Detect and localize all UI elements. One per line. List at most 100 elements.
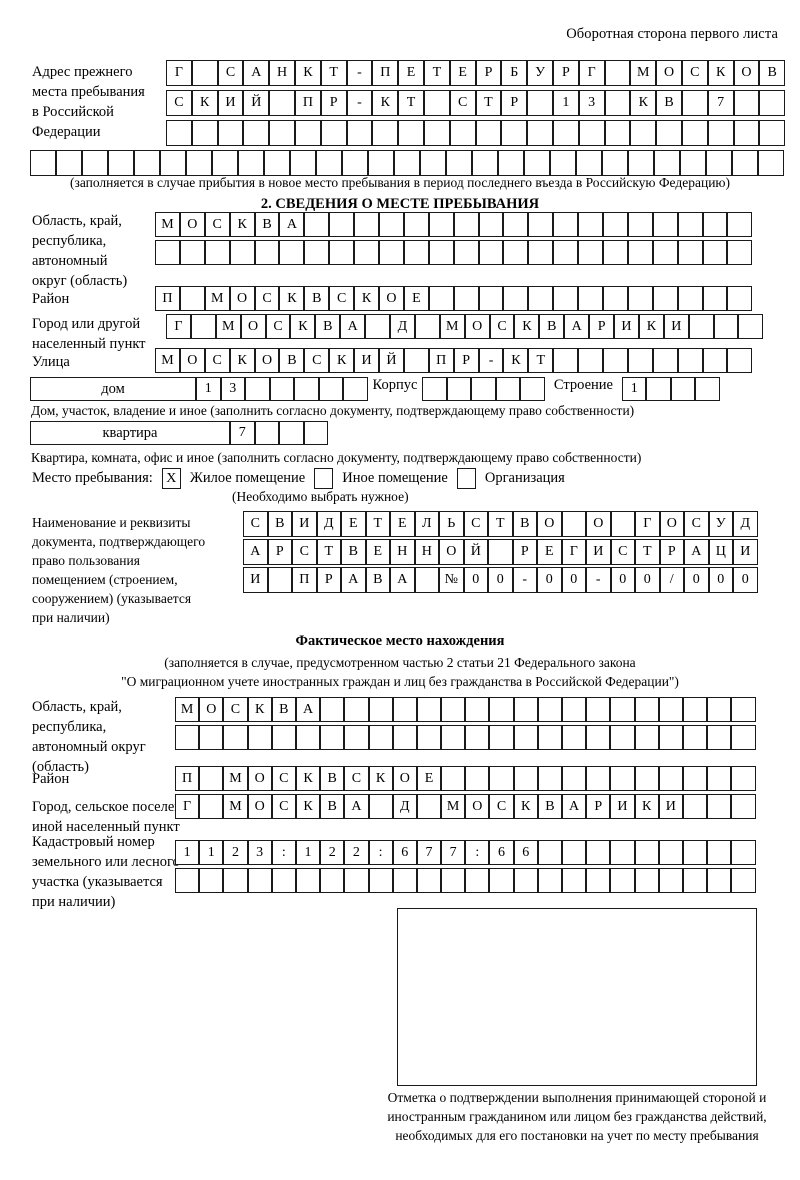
section3-district-cell[interactable]: С (344, 766, 369, 791)
previous-address-cell[interactable] (264, 150, 290, 176)
section3-district-cell[interactable] (731, 766, 756, 791)
section3-cadastral-cell[interactable] (465, 868, 490, 893)
document-details-cell[interactable]: Н (390, 539, 415, 565)
document-details-cell[interactable] (610, 511, 635, 537)
document-details-cell[interactable]: Т (488, 511, 513, 537)
section2-street-cell[interactable]: К (229, 348, 255, 373)
document-details-cell[interactable]: Л (414, 511, 439, 537)
stroenie-cell[interactable] (670, 377, 696, 401)
section3-region-cell[interactable]: А (295, 697, 321, 722)
section2-city-cell[interactable]: И (663, 314, 689, 339)
section2-district-cell[interactable]: К (279, 286, 305, 311)
document-details-cell[interactable]: Е (341, 511, 366, 537)
section3-region-cell[interactable] (199, 725, 224, 750)
document-details-cell[interactable] (414, 567, 439, 593)
document-details-cell[interactable]: А (390, 567, 415, 593)
section2-district-cell[interactable]: О (379, 286, 404, 311)
section3-city-cell[interactable]: М (223, 794, 248, 819)
section3-city-cell[interactable]: И (610, 794, 635, 819)
document-details-cell[interactable]: И (733, 539, 758, 565)
section3-region-cell[interactable] (537, 725, 562, 750)
section2-district-cell[interactable]: К (354, 286, 380, 311)
section2-region-cell[interactable] (503, 240, 529, 265)
previous-address-cell[interactable]: О (656, 60, 682, 86)
section2-region-cell[interactable] (478, 240, 504, 265)
section3-district-cell[interactable] (489, 766, 514, 791)
section3-cadastral-cell[interactable] (610, 868, 635, 893)
section2-city-cell[interactable]: С (489, 314, 515, 339)
document-details-cell[interactable]: Е (365, 539, 390, 565)
document-details-cell[interactable]: Д (733, 511, 758, 537)
stroenie-cell[interactable] (646, 377, 671, 401)
section3-district-cell[interactable] (199, 766, 224, 791)
previous-address-cell[interactable]: О (733, 60, 760, 86)
previous-address-cell[interactable]: К (294, 60, 321, 86)
section3-region-cell[interactable] (682, 697, 708, 722)
previous-address-cell[interactable]: С (681, 60, 708, 86)
section3-district-cell[interactable] (537, 766, 562, 791)
section3-cadastral-cell[interactable] (513, 868, 538, 893)
document-details-cell[interactable]: Г (635, 511, 660, 537)
previous-address-cell[interactable] (630, 120, 657, 146)
section3-district-cell[interactable] (441, 766, 466, 791)
section3-cadastral-cell[interactable] (344, 868, 369, 893)
previous-address-cell[interactable] (578, 120, 605, 146)
section2-street-cell[interactable] (553, 348, 579, 373)
section3-region-cell[interactable] (368, 725, 393, 750)
previous-address-cell[interactable]: Г (578, 60, 605, 86)
section3-district-cell[interactable]: К (368, 766, 393, 791)
section2-street-cell[interactable]: В (279, 348, 305, 373)
previous-address-cell[interactable] (732, 150, 758, 176)
previous-address-cell[interactable] (372, 120, 399, 146)
section2-region-cell[interactable] (403, 240, 429, 265)
previous-address-cell[interactable]: П (294, 90, 321, 116)
section2-region-cell[interactable] (478, 212, 504, 237)
previous-address-cell[interactable]: - (346, 60, 373, 86)
section3-cadastral-cell[interactable] (731, 868, 756, 893)
house-cell[interactable] (245, 377, 270, 401)
section3-district-cell[interactable]: О (247, 766, 272, 791)
korpus-cell[interactable] (422, 377, 447, 401)
previous-address-cell[interactable]: К (372, 90, 399, 116)
section3-district-cell[interactable]: Е (416, 766, 442, 791)
section3-cadastral-cell[interactable]: 6 (489, 840, 514, 865)
document-details-cell[interactable]: / (659, 567, 684, 593)
section3-region-cell[interactable] (562, 697, 587, 722)
section2-region-cell[interactable] (428, 240, 454, 265)
section3-region-cell[interactable] (416, 697, 442, 722)
section3-cadastral-cell[interactable] (199, 868, 224, 893)
section3-region-cell[interactable] (707, 725, 732, 750)
section3-region-cell[interactable]: О (199, 697, 224, 722)
section2-city-cell[interactable]: К (514, 314, 540, 339)
section3-region-cell[interactable] (344, 697, 369, 722)
korpus-cell[interactable] (471, 377, 496, 401)
document-details-cell[interactable]: Р (316, 567, 341, 593)
section2-district-cell[interactable] (652, 286, 678, 311)
section3-city-cell[interactable]: Г (175, 794, 200, 819)
section2-region-cell[interactable] (329, 212, 355, 237)
previous-address-cell[interactable] (368, 150, 394, 176)
previous-address-cell[interactable] (628, 150, 654, 176)
section2-region-cell[interactable] (528, 212, 554, 237)
document-details-cell[interactable]: Т (316, 539, 341, 565)
section3-district-cell[interactable]: П (175, 766, 200, 791)
section3-region-cell[interactable] (731, 725, 756, 750)
previous-address-cell[interactable]: Б (501, 60, 528, 86)
section2-district-cell[interactable] (179, 286, 205, 311)
section2-street-cell[interactable] (677, 348, 703, 373)
section2-region-cell[interactable] (627, 212, 653, 237)
document-details-cell[interactable]: П (292, 567, 317, 593)
section3-region-cell[interactable] (271, 725, 296, 750)
previous-address-cell[interactable]: Р (475, 60, 502, 86)
section3-cadastral-cell[interactable] (658, 840, 683, 865)
section3-region-cell[interactable] (586, 697, 611, 722)
section3-cadastral-cell[interactable] (320, 868, 345, 893)
previous-address-cell[interactable] (604, 60, 631, 86)
section3-region-cell[interactable] (392, 725, 417, 750)
previous-address-cell[interactable]: В (656, 90, 682, 116)
section3-district-cell[interactable]: С (271, 766, 296, 791)
section3-district-cell[interactable]: О (392, 766, 417, 791)
section2-district-cell[interactable] (702, 286, 728, 311)
